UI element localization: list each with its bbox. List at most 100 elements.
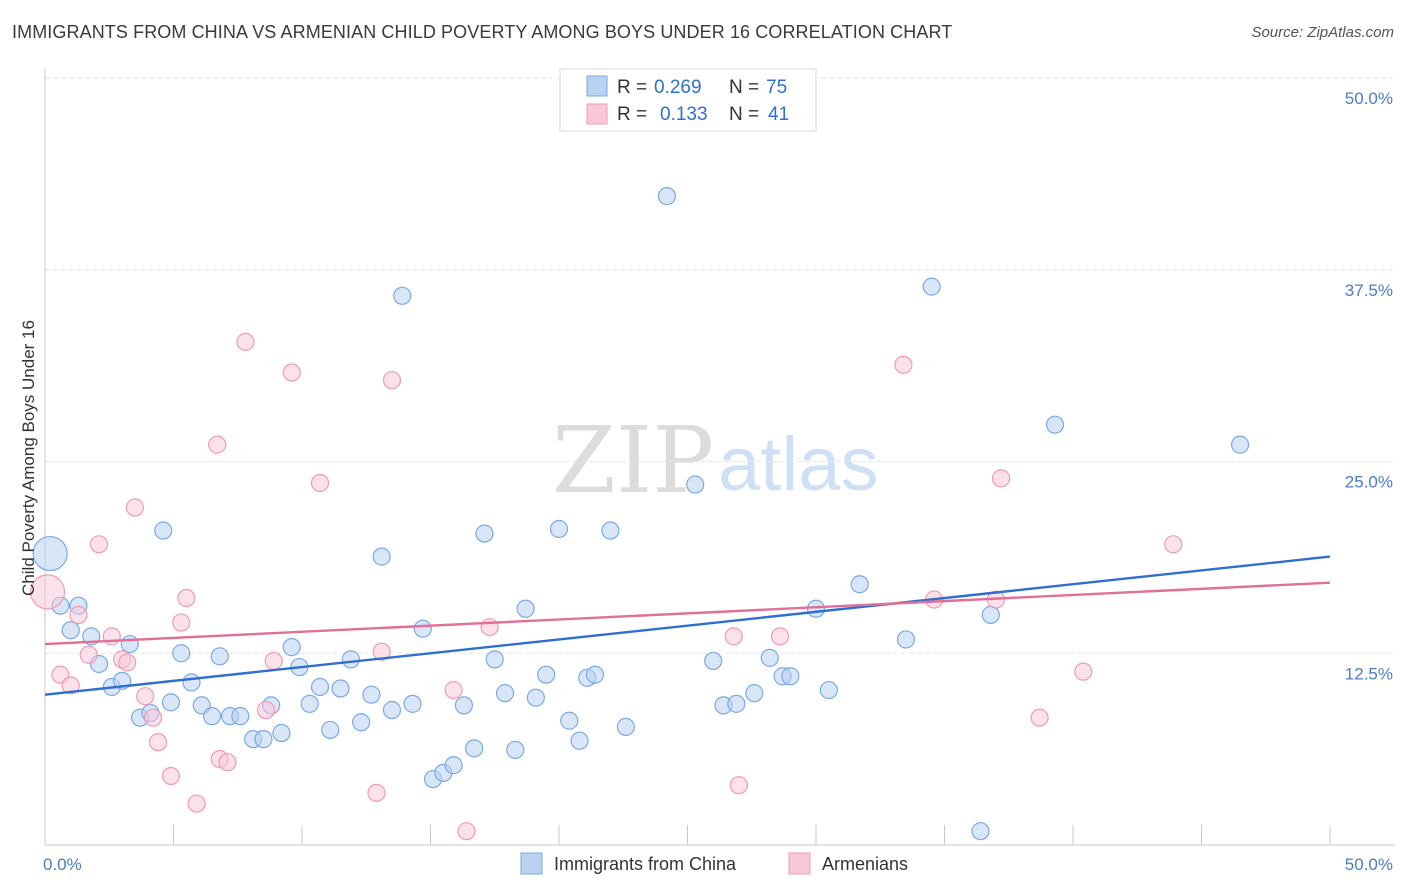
point-armenians-29 [457, 822, 476, 841]
point-armenians-2 [61, 676, 80, 695]
point-armenians-14 [172, 613, 191, 632]
point-china-41 [454, 696, 474, 715]
point-armenians-11 [143, 708, 163, 727]
point-china-2 [61, 621, 80, 640]
legend-swatch-china [586, 75, 608, 97]
x-tick-labels: 0.0% 50.0% [43, 855, 1393, 874]
point-armenians-9 [125, 498, 145, 517]
point-armenians-34 [894, 355, 913, 374]
point-china-14 [182, 673, 201, 692]
legend-swatch-armenians [586, 103, 608, 125]
point-armenians-39 [1074, 662, 1093, 681]
y-tick-label-3: 50.0% [1345, 89, 1393, 108]
watermark-zip: ZIP [552, 407, 714, 514]
point-china-61 [727, 694, 746, 713]
point-china-large-0 [32, 535, 68, 572]
point-armenians-38 [1030, 708, 1049, 727]
gridlines [45, 77, 1395, 654]
point-armenians-large-0 [29, 574, 66, 610]
point-armenians-4 [79, 645, 98, 664]
point-china-54 [585, 665, 605, 684]
point-china-52 [570, 731, 589, 750]
point-armenians-32 [729, 776, 749, 795]
point-china-31 [352, 713, 371, 732]
point-china-13 [172, 644, 191, 663]
point-china-67 [819, 680, 838, 700]
point-china-45 [495, 684, 515, 703]
point-china-70 [922, 277, 941, 296]
point-china-11 [154, 521, 173, 540]
point-armenians-26 [372, 642, 391, 661]
point-china-71 [971, 822, 990, 841]
point-armenians-17 [208, 435, 227, 454]
trend-line-china [44, 555, 1331, 696]
y-tick-label-1: 25.0% [1345, 473, 1393, 492]
data-points [29, 187, 1250, 841]
point-armenians-23 [282, 363, 301, 382]
point-china-34 [382, 700, 402, 720]
y-tick-labels: 12.5% 25.0% 37.5% 50.0% [1345, 89, 1393, 683]
point-armenians-12 [148, 733, 168, 752]
point-china-29 [331, 679, 350, 698]
point-china-46 [506, 740, 525, 759]
point-china-19 [231, 707, 250, 726]
point-china-23 [272, 723, 291, 743]
legend-n-label-armenians: N = [729, 104, 759, 125]
point-china-66 [806, 599, 826, 618]
point-china-35 [393, 286, 412, 305]
point-china-16 [202, 707, 222, 726]
bottom-legend: Immigrants from China Armenians [520, 852, 908, 875]
y-tick-label-2: 37.5% [1345, 281, 1393, 300]
point-armenians-33 [770, 627, 790, 646]
x-tick-label-0: 0.0% [43, 855, 82, 874]
point-armenians-36 [991, 469, 1011, 488]
y-tick-label-0: 12.5% [1345, 664, 1393, 683]
point-armenians-30 [480, 618, 499, 637]
point-armenians-13 [161, 766, 181, 786]
point-china-49 [537, 665, 556, 684]
watermark-atlas: atlas [718, 422, 879, 507]
point-china-27 [310, 677, 330, 697]
trend-lines [44, 555, 1331, 696]
point-china-47 [516, 599, 535, 618]
y-axis-label: Child Poverty Among Boys Under 16 [19, 320, 38, 596]
point-china-12 [161, 693, 181, 712]
point-china-24 [282, 638, 301, 657]
point-china-73 [1045, 415, 1065, 434]
point-armenians-19 [218, 753, 237, 772]
point-china-59 [704, 651, 723, 671]
point-china-51 [560, 711, 579, 730]
legend-n-value-china: 75 [766, 77, 787, 98]
point-china-21 [254, 730, 273, 749]
trend-line-armenians [44, 581, 1331, 646]
point-china-58 [686, 475, 705, 494]
point-armenians-27 [382, 371, 402, 390]
point-china-48 [526, 688, 545, 707]
point-china-74 [1230, 435, 1250, 454]
legend-n-label-china: N = [729, 77, 759, 98]
point-china-55 [601, 521, 620, 540]
bottom-legend-swatch-armenians [788, 852, 811, 875]
x-tick-label-1: 50.0% [1345, 855, 1393, 874]
legend: R = 0.269 N = 75 R = 0.133 N = 41 [559, 68, 817, 132]
point-china-65 [781, 667, 800, 686]
legend-r-label-china: R = [617, 77, 647, 98]
point-armenians-10 [136, 687, 155, 706]
point-armenians-40 [1164, 535, 1183, 554]
point-china-33 [372, 547, 391, 566]
bottom-legend-label-china: Immigrants from China [554, 854, 737, 874]
point-armenians-16 [187, 794, 206, 813]
point-china-30 [341, 650, 360, 669]
point-armenians-20 [236, 332, 255, 351]
point-china-57 [657, 187, 677, 206]
point-armenians-5 [89, 535, 109, 554]
point-armenians-15 [177, 588, 196, 608]
point-armenians-31 [724, 627, 743, 646]
point-china-26 [300, 694, 319, 713]
point-armenians-24 [310, 473, 330, 493]
point-china-44 [485, 650, 504, 669]
point-china-40 [444, 756, 463, 775]
point-china-69 [896, 630, 916, 649]
axes [44, 68, 1395, 846]
point-china-42 [465, 739, 484, 758]
